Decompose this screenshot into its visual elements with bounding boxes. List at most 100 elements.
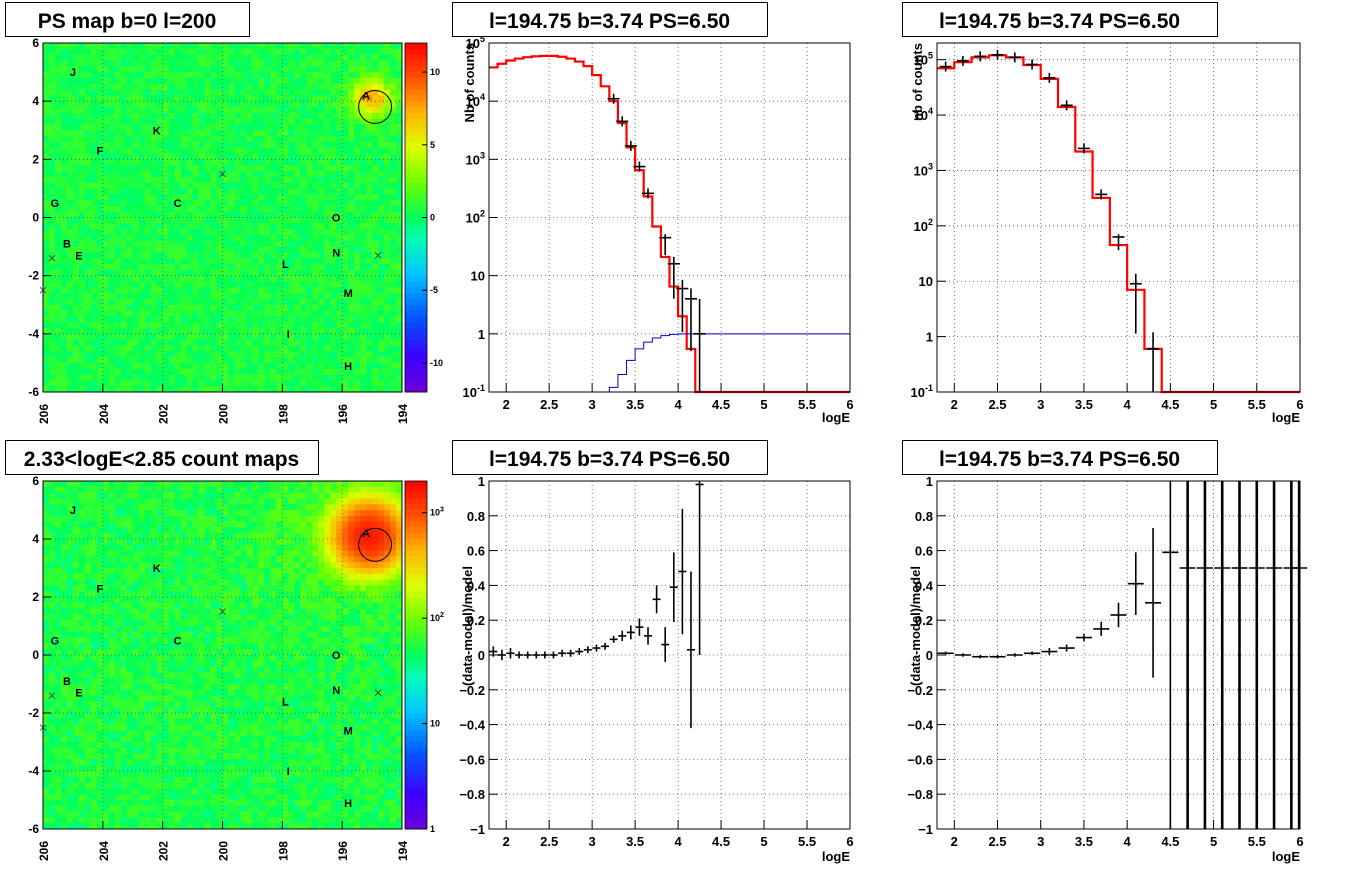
heatmap-cell <box>186 141 193 149</box>
heatmap-cell <box>282 48 289 56</box>
heatmap-cell <box>318 48 325 56</box>
heatmap-cell <box>66 539 74 546</box>
heatmap-cell <box>66 43 74 50</box>
heatmap-cell <box>96 293 104 300</box>
heatmap-cell <box>156 328 164 335</box>
heatmap-cell <box>60 380 68 387</box>
heatmap-cell <box>252 234 259 242</box>
heatmap-cell <box>102 234 110 242</box>
heatmap-cell <box>270 386 277 393</box>
heatmap-cell <box>348 124 355 131</box>
heatmap-cell <box>252 333 259 341</box>
heatmap-cell <box>54 374 62 381</box>
heatmap-cell <box>114 515 122 522</box>
heatmap-cell <box>150 182 158 189</box>
heatmap-cell <box>186 533 193 540</box>
heatmap-cell <box>282 504 289 511</box>
heatmap-cell <box>246 106 253 114</box>
heatmap-cell <box>84 141 92 149</box>
heatmap-cell <box>360 333 367 341</box>
heatmap-cell <box>66 310 74 317</box>
heatmap-cell <box>282 60 289 67</box>
palette-cell <box>405 287 427 294</box>
heatmap-cell <box>258 159 265 166</box>
heatmap-cell <box>336 83 343 90</box>
heatmap-cell <box>246 95 253 102</box>
y-tick-label: 4 <box>32 94 39 108</box>
heatmap-cell <box>288 229 295 236</box>
heatmap-cell <box>306 246 313 253</box>
heatmap-cell <box>270 380 277 387</box>
heatmap-cell <box>168 223 176 230</box>
heatmap-cell <box>216 368 223 375</box>
heatmap-cell <box>234 101 241 108</box>
heatmap-cell <box>114 136 122 143</box>
heatmap-cell <box>300 304 307 311</box>
heatmap-cell <box>390 170 397 178</box>
heatmap-cell <box>60 48 68 56</box>
heatmap-cell <box>216 95 223 102</box>
heatmap-cell <box>246 579 253 586</box>
heatmap-cell <box>198 141 205 149</box>
palette-cell <box>405 374 427 381</box>
heatmap-cell <box>132 66 140 73</box>
heatmap-cell <box>48 362 56 370</box>
heatmap-cell <box>372 170 379 178</box>
heatmap-cell <box>306 147 313 154</box>
heatmap-cell <box>180 72 187 79</box>
heatmap-cell <box>138 258 146 265</box>
heatmap-cell <box>240 112 247 120</box>
heatmap-cell <box>204 200 211 207</box>
heatmap-cell <box>234 77 241 85</box>
heatmap-cell <box>126 130 134 137</box>
heatmap-cell <box>186 54 193 61</box>
heatmap-cell <box>324 368 331 375</box>
heatmap-cell <box>282 573 289 580</box>
y-tick-label: 102 <box>466 209 485 226</box>
heatmap-cell <box>60 43 68 50</box>
heatmap-cell <box>324 54 331 61</box>
heatmap-cell <box>138 368 146 375</box>
heatmap-cell <box>204 269 211 277</box>
heatmap-cell <box>84 339 92 346</box>
heatmap-cell <box>228 316 235 323</box>
heatmap-cell <box>156 322 164 329</box>
heatmap-cell <box>198 101 205 108</box>
heatmap-cell <box>390 539 397 546</box>
heatmap-cell <box>72 492 80 499</box>
heatmap-cell <box>378 43 385 50</box>
heatmap-cell <box>324 112 331 120</box>
heatmap-cell <box>342 275 349 282</box>
heatmap-cell <box>276 556 283 563</box>
heatmap-cell <box>66 118 74 125</box>
heatmap-cell <box>258 205 265 213</box>
heatmap-cell <box>48 43 56 50</box>
heatmap-cell <box>108 153 116 160</box>
heatmap-cell <box>312 200 319 207</box>
heatmap-cell <box>48 246 56 253</box>
heatmap-cell <box>330 275 337 282</box>
heatmap-cell <box>108 124 116 131</box>
heatmap-cell <box>108 310 116 317</box>
x-tick-label: 3 <box>589 397 596 412</box>
heatmap-cell <box>306 112 313 120</box>
heatmap-cell <box>108 573 116 580</box>
heatmap-cell <box>264 556 271 563</box>
heatmap-cell <box>132 492 140 499</box>
heatmap-cell <box>72 504 80 511</box>
heatmap-cell <box>348 234 355 242</box>
heatmap-cell <box>174 316 182 323</box>
heatmap-cell <box>366 492 373 499</box>
heatmap-cell <box>192 322 199 329</box>
heatmap-cell <box>390 486 397 493</box>
heatmap-cell <box>168 287 176 294</box>
heatmap-cell <box>150 258 158 265</box>
heatmap-cell <box>240 275 247 282</box>
heatmap-cell <box>366 521 373 528</box>
heatmap-cell <box>66 136 74 143</box>
heatmap-cell <box>126 539 134 546</box>
heatmap-cell <box>174 374 182 381</box>
heatmap-cell <box>198 147 205 154</box>
heatmap-cell <box>132 106 140 114</box>
heatmap-cell <box>48 368 56 375</box>
